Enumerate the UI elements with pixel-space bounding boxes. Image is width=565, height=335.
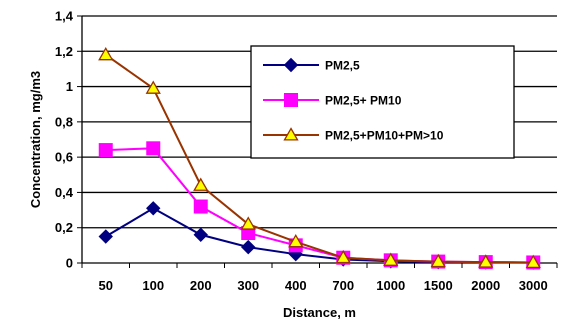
series (98, 47, 541, 270)
data-point (98, 47, 114, 61)
data-point (478, 254, 494, 268)
series-line (105, 207, 534, 264)
y-tick-label: 1,2 (55, 44, 73, 59)
x-tick-label: 200 (190, 278, 212, 293)
legend-label: PM2,5+PM10+PM>10 (325, 129, 444, 143)
x-tick-label: 300 (237, 278, 259, 293)
x-tick-label: 400 (285, 278, 307, 293)
data-point (284, 93, 298, 107)
x-tick-label: 3000 (519, 278, 548, 293)
y-tick-label: 0,6 (55, 150, 73, 165)
data-point (193, 227, 208, 242)
series-line (105, 53, 534, 264)
x-tick-label: 100 (142, 278, 164, 293)
data-point (193, 177, 209, 191)
axes: 0 0,2 0,4 0,6 0,8 1 1,2 1,4 50 100 200 300 400 700 100… (55, 9, 558, 293)
series-line (105, 147, 534, 264)
data-point (288, 234, 304, 248)
y-tick-label: 1,4 (55, 9, 74, 24)
y-tick-label: 0,4 (55, 185, 74, 200)
y-tick-label: 0 (66, 256, 73, 271)
data-point (146, 201, 161, 216)
legend-label: PM2,5+ PM10 (325, 94, 402, 108)
y-tick-label: 0,8 (55, 114, 73, 129)
data-point (98, 229, 113, 244)
x-tick-label: 1000 (376, 278, 405, 293)
x-tick-label: 1500 (424, 278, 453, 293)
legend-label: PM2,5 (325, 59, 360, 73)
data-point (241, 239, 256, 255)
data-point (430, 253, 446, 268)
data-point (146, 141, 161, 156)
data-point (283, 57, 299, 73)
y-axis-title: Concentration, mg/m3 (28, 71, 43, 208)
data-point (145, 80, 161, 94)
x-tick-label: 700 (332, 278, 354, 293)
y-tick-label: 1 (66, 79, 73, 94)
data-point (193, 199, 208, 214)
data-point (240, 216, 256, 230)
data-point (525, 254, 541, 268)
x-axis-title: Distance, m (283, 305, 356, 320)
data-point (98, 143, 113, 158)
x-tick-label: 50 (99, 278, 113, 293)
x-tick-label: 2000 (471, 278, 500, 293)
data-point (335, 249, 351, 264)
legend: PM2,5 PM2,5+ PM10 PM2,5+PM10+PM>10 (250, 45, 515, 159)
y-tick-label: 0,2 (55, 220, 73, 235)
data-point (283, 127, 299, 141)
data-point (383, 252, 399, 266)
